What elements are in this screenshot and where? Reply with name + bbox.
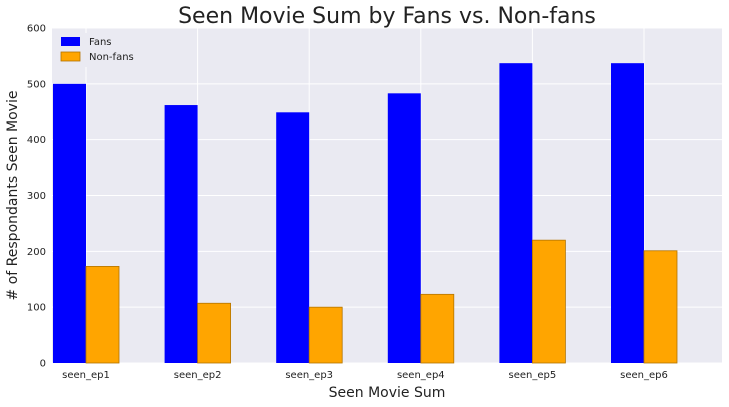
legend-swatch-fans: [61, 37, 80, 46]
x-tick-label-seen_ep2: seen_ep2: [174, 370, 222, 381]
x-tick-label-seen_ep5: seen_ep5: [509, 370, 557, 381]
chart-title: Seen Movie Sum by Fans vs. Non-fans: [178, 4, 596, 29]
bar-non-fans-seen_ep1: [85, 266, 120, 364]
legend: Fans Non-fans: [57, 33, 147, 67]
bars: [53, 63, 678, 364]
x-tick-label-seen_ep3: seen_ep3: [285, 370, 333, 381]
y-tick-label-5: 500: [27, 79, 46, 90]
x-tick-label-seen_ep1: seen_ep1: [62, 370, 110, 381]
y-tick-label-0: 0: [40, 359, 46, 370]
bar-fans-seen_ep4: [387, 93, 421, 363]
y-tick-label-6: 600: [27, 24, 46, 35]
x-tick-label-seen_ep4: seen_ep4: [397, 370, 445, 381]
y-tick-label-3: 300: [27, 191, 46, 202]
y-tick-label-1: 100: [27, 303, 46, 314]
bar-fans-seen_ep3: [276, 112, 310, 363]
legend-label-non-fans: Non-fans: [89, 52, 134, 63]
bar-non-fans-seen_ep2: [197, 302, 232, 364]
bar-non-fans-seen_ep3: [308, 306, 343, 364]
y-tick-label-4: 400: [27, 135, 46, 146]
x-axis-ticks: seen_ep1 seen_ep2 seen_ep3 seen_ep4 seen_ep5…: [62, 370, 668, 381]
bar-fans-seen_ep6: [611, 63, 644, 364]
bar-fans-seen_ep2: [164, 105, 198, 364]
y-axis-label: # of Respondants Seen Movie: [5, 91, 21, 301]
bar-non-fans-seen_ep6: [643, 250, 678, 364]
bar-non-fans-seen_ep4: [420, 293, 455, 364]
bar-fans-seen_ep1: [53, 83, 86, 363]
x-axis-label: Seen Movie Sum: [329, 385, 446, 401]
y-tick-label-2: 200: [27, 247, 46, 258]
y-axis-ticks: 0 100 200 300 400 500 600: [27, 24, 46, 370]
x-tick-label-seen_ep6: seen_ep6: [620, 370, 668, 381]
bar-fans-seen_ep5: [499, 63, 533, 364]
legend-label-fans: Fans: [89, 37, 112, 48]
bar-non-fans-seen_ep5: [532, 239, 566, 364]
legend-swatch-non-fans: [60, 51, 81, 62]
